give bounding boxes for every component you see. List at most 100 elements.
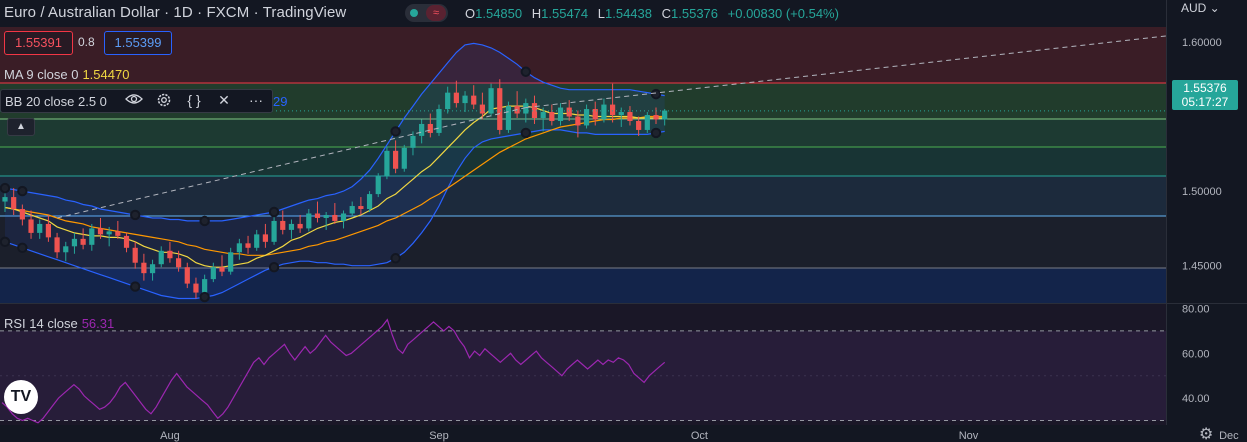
sell-button[interactable]: 1.55391 bbox=[4, 31, 73, 55]
candle-70 bbox=[610, 83, 616, 123]
candle-body-38 bbox=[332, 214, 338, 221]
candle-body-4 bbox=[37, 223, 43, 233]
bb-label: BB 20 close 2.5 0 bbox=[5, 94, 107, 109]
candle-countdown: 05:17:27 bbox=[1181, 95, 1229, 109]
candle-38 bbox=[332, 203, 338, 224]
eye-icon[interactable] bbox=[124, 92, 144, 109]
candle-39 bbox=[340, 210, 347, 229]
candle-15 bbox=[132, 241, 138, 269]
ohlc-open: 1.54850 bbox=[475, 6, 523, 21]
candle-body-12 bbox=[106, 231, 112, 235]
candle-body-74 bbox=[644, 115, 650, 130]
candle-50 bbox=[436, 104, 442, 136]
candle-body-47 bbox=[410, 135, 416, 148]
candle-75 bbox=[653, 107, 659, 124]
market-status-toggle[interactable]: ≈ bbox=[405, 4, 448, 22]
candle-body-70 bbox=[610, 104, 616, 116]
gear-icon[interactable]: ⚙ bbox=[1199, 426, 1214, 442]
candle-body-22 bbox=[193, 283, 199, 293]
candle-body-15 bbox=[132, 247, 138, 263]
ohlc-change: +0.00830 (+0.54%) bbox=[727, 6, 839, 21]
rsi-legend[interactable]: RSI 14 close 56.31 bbox=[4, 316, 114, 331]
candle-body-6 bbox=[54, 237, 60, 253]
candle-body-33 bbox=[288, 223, 295, 230]
candle-body-16 bbox=[141, 262, 147, 274]
fib-zones bbox=[0, 27, 1166, 303]
candle-25 bbox=[219, 255, 225, 277]
time-tick-2: Oct bbox=[691, 430, 708, 442]
candle-body-72 bbox=[627, 112, 633, 121]
candle-56 bbox=[488, 83, 494, 117]
candle-body-9 bbox=[80, 238, 86, 245]
anchor-point-31-1 bbox=[268, 261, 280, 273]
buy-button[interactable]: 1.55399 bbox=[104, 31, 172, 55]
candle-body-51 bbox=[445, 92, 451, 110]
time-tick-3: Nov bbox=[959, 430, 979, 442]
candle-body-60 bbox=[523, 103, 529, 114]
candle-body-56 bbox=[488, 88, 494, 114]
candle-body-32 bbox=[280, 220, 286, 230]
fib-zone-teal bbox=[0, 147, 1166, 176]
bb-anchor-points[interactable] bbox=[0, 66, 662, 303]
candle-72 bbox=[627, 106, 633, 126]
wave-icon: ≈ bbox=[426, 5, 446, 21]
candle-body-53 bbox=[462, 95, 468, 104]
tradingview-logo[interactable]: TV bbox=[4, 380, 38, 414]
candle-body-57 bbox=[497, 88, 503, 130]
more-icon[interactable]: ··· bbox=[249, 92, 263, 108]
candle-body-58 bbox=[505, 106, 512, 130]
rsi-tick-1: 60.00 bbox=[1182, 348, 1210, 360]
candle-body-31 bbox=[271, 220, 277, 242]
gear-icon[interactable] bbox=[154, 92, 174, 111]
candle-43 bbox=[375, 173, 381, 198]
candle-19 bbox=[167, 241, 173, 263]
candle-66 bbox=[575, 110, 581, 138]
braces-icon[interactable]: { } bbox=[187, 92, 201, 108]
candle-18 bbox=[158, 246, 164, 268]
candle-34 bbox=[297, 214, 303, 233]
candle-body-76 bbox=[662, 110, 668, 120]
bb-legend-toolbar[interactable] bbox=[0, 89, 273, 113]
candle-57 bbox=[497, 79, 503, 135]
ohlc-low: 1.54438 bbox=[605, 6, 652, 21]
candle-body-2 bbox=[19, 209, 25, 220]
candle-16 bbox=[141, 253, 147, 281]
candle-36 bbox=[314, 201, 321, 223]
candle-body-29 bbox=[254, 234, 260, 248]
candle-9 bbox=[80, 228, 86, 250]
candle-67 bbox=[583, 104, 590, 129]
anchor-point-2-0 bbox=[17, 185, 28, 197]
candle-body-65 bbox=[566, 107, 572, 117]
candle-14 bbox=[123, 232, 130, 253]
candle-47 bbox=[410, 131, 416, 156]
candle-body-68 bbox=[592, 109, 598, 120]
anchor-point-45-1 bbox=[390, 253, 401, 264]
ma-legend[interactable]: MA 9 close 0 1.54470 bbox=[4, 67, 129, 82]
candle-body-45 bbox=[393, 150, 399, 169]
candle-body-73 bbox=[636, 120, 642, 130]
time-tick-4: Dec bbox=[1219, 430, 1239, 442]
candle-5 bbox=[45, 214, 51, 242]
bb-lower bbox=[4, 129, 665, 300]
candle-3 bbox=[28, 210, 34, 239]
close-icon[interactable]: ✕ bbox=[218, 92, 230, 108]
candle-body-18 bbox=[158, 250, 164, 265]
candle-60 bbox=[523, 98, 529, 123]
anchor-point-15-1 bbox=[130, 281, 141, 292]
candle-body-28 bbox=[245, 243, 251, 248]
chevron-up-icon[interactable]: ▲ bbox=[7, 118, 35, 136]
fib-zone-red bbox=[0, 27, 1166, 83]
candle-body-17 bbox=[149, 264, 156, 274]
candle-body-75 bbox=[653, 115, 659, 120]
anchor-point-0-0 bbox=[0, 182, 11, 194]
candle-body-62 bbox=[540, 112, 546, 119]
candle-42 bbox=[366, 191, 373, 212]
candle-body-3 bbox=[28, 219, 34, 233]
spread-value: 0.8 bbox=[78, 35, 95, 49]
candle-body-7 bbox=[63, 246, 69, 253]
candle-body-24 bbox=[210, 267, 216, 280]
ohlc-close: 1.55376 bbox=[671, 6, 719, 21]
currency-selector[interactable]: AUD ⌄ bbox=[1181, 1, 1220, 15]
